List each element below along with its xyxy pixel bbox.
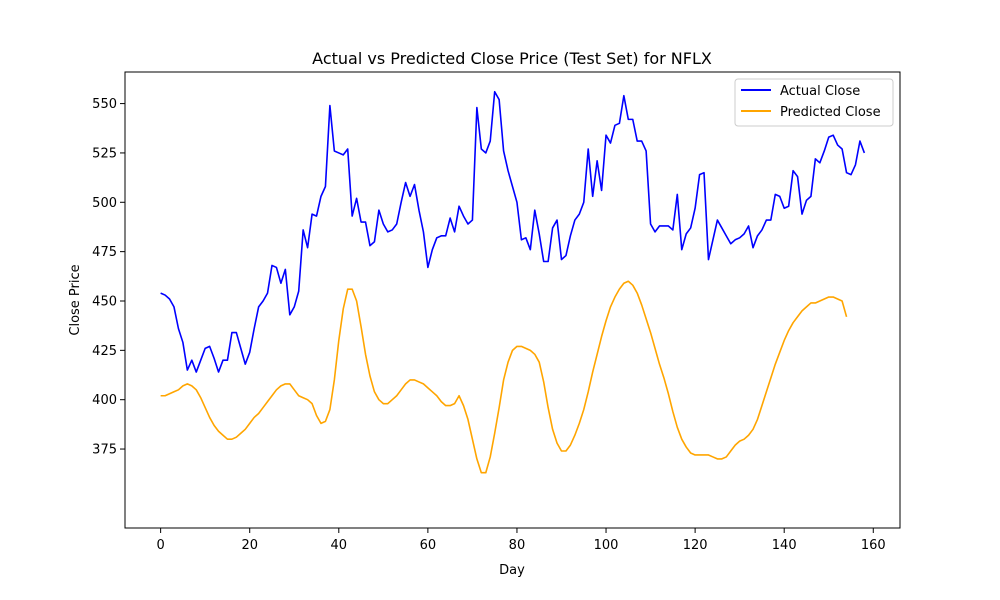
y-tick-label: 425	[92, 344, 117, 359]
legend-label-predicted: Predicted Close	[780, 105, 881, 120]
y-tick-label: 450	[92, 294, 117, 309]
series-line-actual-close	[160, 90, 866, 373]
x-tick-label: 100	[594, 538, 619, 553]
x-tick-label: 40	[331, 538, 348, 553]
x-tick-label: 0	[156, 538, 164, 553]
y-tick-label: 500	[92, 196, 117, 211]
series-line-predicted-close	[160, 280, 848, 474]
legend-label-actual: Actual Close	[780, 84, 860, 99]
x-axis-label: Day	[499, 563, 525, 578]
y-tick-label: 550	[92, 97, 117, 112]
plot-area-frame	[124, 71, 901, 529]
x-tick-label: 120	[683, 538, 708, 553]
x-tick-label: 60	[420, 538, 437, 553]
chart-title: Actual vs Predicted Close Price (Test Se…	[312, 49, 712, 68]
y-tick-label: 475	[92, 245, 117, 260]
legend-box	[734, 78, 894, 127]
y-axis-label: Close Price	[68, 264, 83, 335]
series-layer	[160, 90, 866, 474]
y-tick-label: 400	[92, 393, 117, 408]
x-tick-label: 160	[861, 538, 886, 553]
legend: Actual Close Predicted Close	[734, 78, 894, 127]
x-tick-label: 80	[509, 538, 526, 553]
x-tick-label: 20	[241, 538, 258, 553]
y-axis-ticks: 375 400 425 450 475 500 525 550	[92, 97, 125, 458]
x-tick-label: 140	[772, 538, 797, 553]
y-tick-label: 525	[92, 146, 117, 161]
x-axis-ticks: 0 20 40 60 80 100 120 140 160	[156, 528, 886, 553]
y-tick-label: 375	[92, 443, 117, 458]
